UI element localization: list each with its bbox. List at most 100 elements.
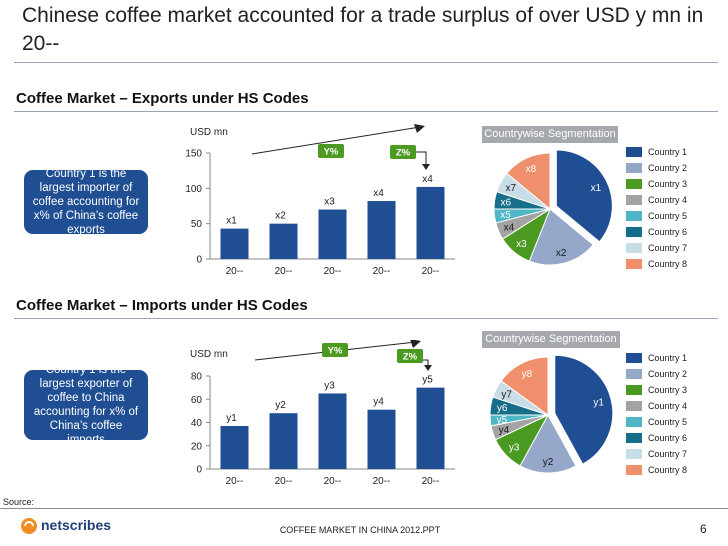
pie-slice-label: x5 [500,210,511,221]
y-tick-label: 80 [191,372,203,383]
legend-swatch [626,385,642,395]
pie-slice-label: y6 [497,403,508,414]
legend-item: Country 6 [626,225,722,239]
imports-callout-box: Country 1 is the largest exporter of cof… [24,364,148,446]
legend-swatch [626,211,642,221]
bar-data-label: y5 [422,375,433,386]
legend-label: Country 2 [648,369,688,379]
x-category-label: 20-- [226,476,244,487]
pie-slice-label: y8 [522,369,533,380]
bar-data-label: y3 [324,380,335,391]
legend-label: Country 3 [648,385,688,395]
imports-bar-chart: USD mn 0 20 40 60 80 y1 20-- y2 20-- y3 20-- y4 20--… [190,340,455,487]
pie-slice [528,208,594,266]
pie-slice-label: y3 [509,442,520,453]
exports-section-heading: Coffee Market – Exports under HS Codes [16,90,309,107]
legend-swatch [626,179,642,189]
exports-bar-chart: USD mn 0 50 100 150 x1 20-- x2 20-- x3 20-- x4 20--… [185,124,455,277]
legend-swatch [626,243,642,253]
title-divider [14,62,718,63]
legend-item: Country 7 [626,241,722,255]
legend-label: Country 1 [648,147,688,157]
bar-data-label: y1 [226,413,237,424]
bar [269,223,298,259]
legend-item: Country 3 [626,177,722,191]
pie-slice-label: x1 [591,183,602,194]
legend-label: Country 4 [648,401,688,411]
bar [318,393,347,469]
footer-divider [0,508,728,509]
x-category-label: 20-- [373,476,391,487]
exports-callout-box: Country 1 is the largest importer of cof… [24,168,148,236]
bar [416,387,445,469]
imports-trend-arrow-head [410,340,421,348]
pie-slice-label: y2 [543,457,554,468]
legend-swatch [626,417,642,427]
y-tick-label: 150 [185,149,202,160]
imports-section-heading: Coffee Market – Imports under HS Codes [16,297,308,314]
imports-bar-marks: 0 20 40 60 80 y1 20-- y2 20-- y3 20-- y4 20-- y5 20-- [191,372,455,487]
legend-label: Country 5 [648,211,688,221]
y-tick-label: 20 [191,441,203,452]
x-category-label: 20-- [275,266,293,277]
imports-last-growth-badge [397,349,423,363]
bar-data-label: x2 [275,211,286,222]
exports-trend-arrow-head [414,124,425,133]
legend-item: Country 8 [626,463,722,477]
bar-data-label: x1 [226,216,237,227]
legend-swatch [626,163,642,173]
legend-label: Country 3 [648,179,688,189]
legend-label: Country 6 [648,433,688,443]
x-category-label: 20-- [226,266,244,277]
legend-label: Country 7 [648,243,688,253]
legend-item: Country 2 [626,367,722,381]
legend-swatch [626,227,642,237]
bar-data-label: y4 [373,397,384,408]
bar [269,413,298,469]
bar [367,409,396,469]
legend-swatch [626,259,642,269]
legend-swatch [626,147,642,157]
pie-slice-label: x7 [505,183,516,194]
logo-mark-icon [21,518,37,534]
exports-callout-text: Country 1 is the largest importer of cof… [32,168,140,236]
bar [220,425,249,469]
exports-last-growth-badge [390,145,416,159]
x-category-label: 20-- [422,266,440,277]
bar [367,201,396,259]
imports-cagr-badge [322,343,348,357]
exports-last-growth-text: Z% [396,148,411,159]
source-note: Source: [3,497,35,507]
bar [318,209,347,259]
bar [416,186,445,259]
legend-label: Country 1 [648,353,688,363]
legend-item: Country 1 [626,145,722,159]
legend-item: Country 6 [626,431,722,445]
exports-cagr-badge [318,144,344,158]
exports-cagr-text: Y% [324,147,339,158]
bar [220,228,249,259]
legend-item: Country 8 [626,257,722,271]
x-category-label: 20-- [422,476,440,487]
legend-label: Country 5 [648,417,688,427]
bar-data-label: x3 [324,197,335,208]
x-category-label: 20-- [373,266,391,277]
legend-item: Country 7 [626,447,722,461]
x-category-label: 20-- [324,476,342,487]
x-category-label: 20-- [324,266,342,277]
document-name: COFFEE MARKET IN CHINA 2012.PPT [279,525,441,535]
imports-callout-text: Country 1 is the largest exporter of cof… [33,364,139,446]
page-title: Chinese coffee market accounted for a tr… [22,4,704,55]
pie-slice [519,413,577,474]
bar-data-label: y2 [275,400,286,411]
exports-last-growth-arrow-head [422,164,430,170]
pie-slice-label: y5 [497,415,508,426]
legend-item: Country 4 [626,193,722,207]
logo-wordmark: netscribes [41,517,111,533]
pie-slice-label: y4 [499,425,510,436]
imports-y-axis-label: USD mn [190,349,228,360]
netscribes-logo: netscribes [21,517,111,534]
